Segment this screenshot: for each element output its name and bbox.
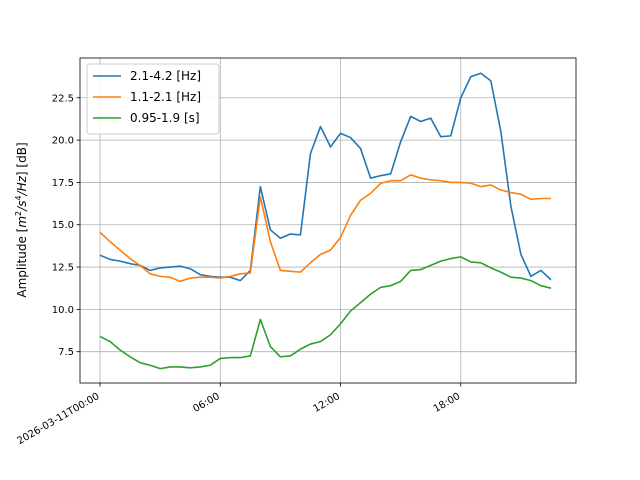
y-tick-label-2: 12.5 — [52, 263, 74, 274]
y-tick-label-0: 7.5 — [58, 347, 74, 358]
legend-label-1: 1.1-2.1 [Hz] — [130, 90, 201, 104]
x-tick-label-1: 06:00 — [191, 391, 221, 415]
series-line-0 — [99, 72, 552, 282]
legend-label-0: 2.1-4.2 [Hz] — [130, 69, 201, 83]
x-axis-ticks: 2026-03-11T00:00 06:00 12:00 18:00 — [15, 383, 462, 447]
y-tick-label-1: 10.0 — [52, 305, 74, 316]
legend-label-2: 0.95-1.9 [s] — [130, 111, 200, 125]
y-tick-label-3: 15.0 — [52, 220, 74, 231]
y-axis-label: Amplitude [m2/s4/Hz] [dB] — [14, 142, 29, 297]
legend-box — [86, 63, 220, 135]
series-lines — [99, 72, 552, 370]
y-tick-label-5: 20.0 — [52, 136, 74, 147]
series-line-1 — [99, 174, 551, 283]
y-axis-ticks: 7.5 10.0 12.5 15.0 17.5 20.0 22.5 — [52, 93, 80, 358]
x-tick-label-0: 2026-03-11T00:00 — [15, 391, 101, 447]
legend: 2.1-4.2 [Hz] 1.1-2.1 [Hz] 0.95-1.9 [s] — [86, 63, 220, 135]
y-tick-label-6: 22.5 — [52, 93, 74, 104]
x-tick-label-3: 18:00 — [432, 391, 462, 415]
x-tick-label-2: 12:00 — [312, 391, 342, 415]
plot-frame — [79, 57, 577, 384]
y-tick-label-4: 17.5 — [52, 178, 74, 189]
series-line-2 — [99, 256, 552, 370]
